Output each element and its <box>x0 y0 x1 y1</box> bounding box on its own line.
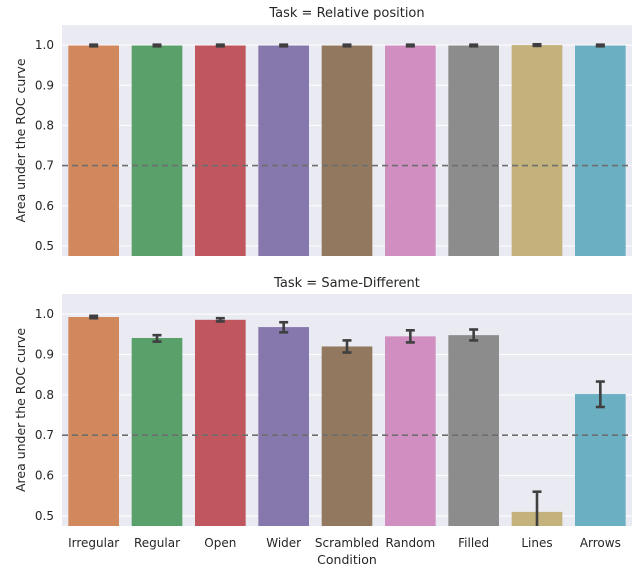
bar-regular <box>131 45 183 257</box>
bar-filled <box>448 45 499 257</box>
panel-title: Task = Relative position <box>268 6 424 21</box>
bar-open <box>195 319 246 526</box>
bar-wider <box>258 45 309 257</box>
x-tick-label: Filled <box>458 536 489 550</box>
x-tick-label: Scrambled <box>315 536 379 550</box>
x-tick-label: Wider <box>266 536 301 550</box>
bar-wider <box>258 327 309 526</box>
y-tick-label: 0.7 <box>35 159 54 173</box>
bar-open <box>195 45 246 257</box>
bar-random <box>385 45 436 257</box>
x-axis-label: Condition <box>317 552 377 567</box>
y-axis-label: Area under the ROC curve <box>13 58 28 222</box>
y-axis-label: Area under the ROC curve <box>13 328 28 492</box>
x-tick-label: Arrows <box>580 536 621 550</box>
y-tick-label: 0.9 <box>35 348 54 362</box>
y-tick-label: 0.5 <box>35 239 54 253</box>
x-tick-label: Regular <box>134 536 180 550</box>
bar-arrows <box>575 45 626 257</box>
y-tick-label: 0.9 <box>35 78 54 92</box>
x-tick-label: Random <box>385 536 435 550</box>
bar-lines <box>511 45 563 256</box>
bar-scrambled <box>321 45 373 257</box>
y-tick-label: 0.7 <box>35 428 54 442</box>
y-tick-label: 1.0 <box>35 38 54 52</box>
x-tick-label: Open <box>204 536 236 550</box>
bar-filled <box>448 335 499 526</box>
y-tick-label: 0.6 <box>35 469 54 483</box>
bar-irregular <box>68 316 119 526</box>
bar-arrows <box>575 394 626 526</box>
y-tick-label: 1.0 <box>35 307 54 321</box>
y-tick-label: 0.6 <box>35 199 54 213</box>
y-tick-label: 0.8 <box>35 118 54 132</box>
x-tick-label: Lines <box>521 536 552 550</box>
bar-scrambled <box>321 346 373 526</box>
bar-irregular <box>68 45 119 257</box>
y-tick-label: 0.8 <box>35 388 54 402</box>
y-tick-label: 0.5 <box>35 509 54 523</box>
bar-regular <box>131 337 183 526</box>
bar-random <box>385 336 436 526</box>
x-tick-label: Irregular <box>68 536 119 550</box>
panel-title: Task = Same-Different <box>273 276 420 291</box>
